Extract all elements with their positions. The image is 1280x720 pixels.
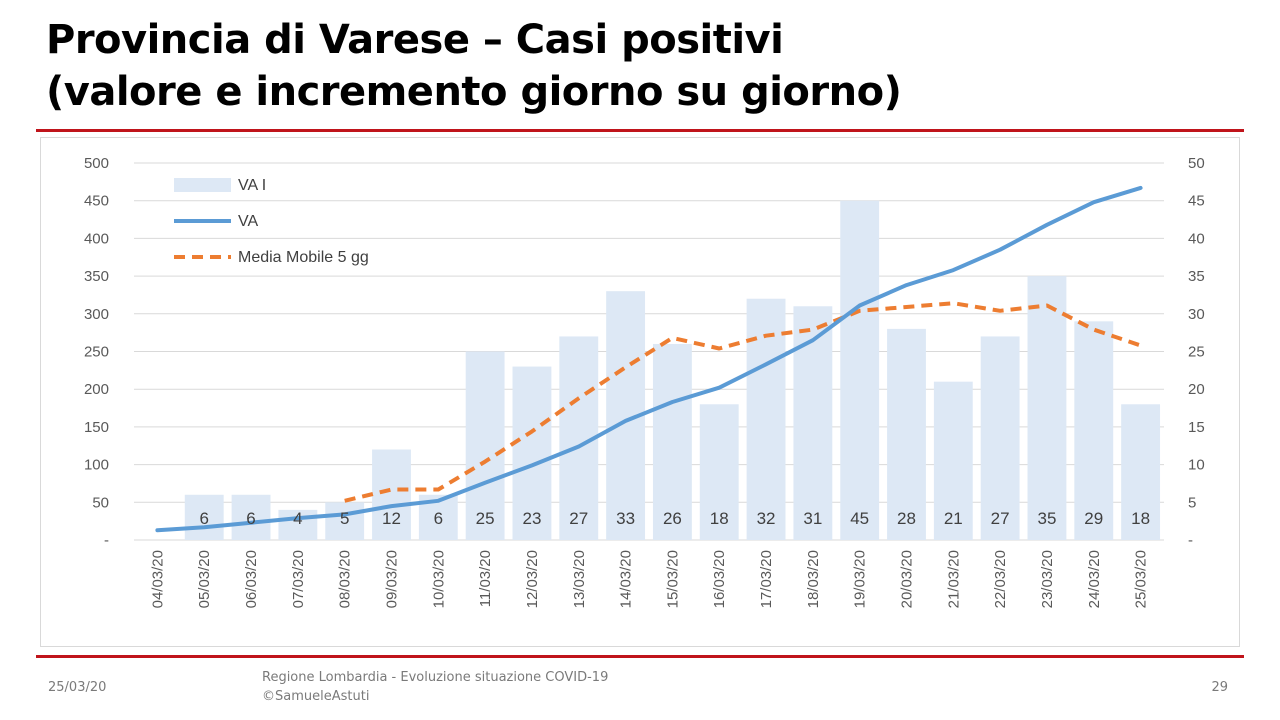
bar-data-label: 27 (991, 509, 1010, 528)
x-axis-tick-label: 17/03/20 (758, 550, 775, 608)
x-axis-tick-label: 23/03/20 (1039, 550, 1056, 608)
bar-data-label: 26 (663, 509, 682, 528)
left-axis-tick-label: - (104, 532, 109, 549)
x-axis-tick-label: 11/03/20 (477, 550, 494, 607)
x-axis-tick-label: 20/03/20 (899, 550, 916, 608)
right-axis-tick-label: 50 (1188, 155, 1205, 172)
bar (1121, 404, 1161, 540)
right-axis-tick-label: 30 (1188, 306, 1205, 323)
bar-data-label: 21 (944, 509, 963, 528)
footer-source: Regione Lombardia - Evoluzione situazion… (262, 668, 608, 706)
bar (652, 343, 692, 540)
slide-title-line-1: Provincia di Varese – Casi positivi (46, 17, 784, 63)
bar-data-label: 5 (340, 509, 349, 528)
bar-data-label: 18 (710, 509, 729, 528)
x-axis-tick-label: 24/03/20 (1086, 550, 1103, 608)
right-axis-tick-label: 45 (1188, 193, 1205, 210)
bar (1027, 276, 1067, 540)
bottom-divider (36, 655, 1244, 658)
bar-data-label: 6 (199, 509, 208, 528)
right-axis-tick-label: 35 (1188, 268, 1205, 285)
legend-label-va: VA (238, 213, 258, 230)
slide-title-line-2: (valore e incremento giorno su giorno) (46, 69, 902, 115)
slide-title: Provincia di Varese – Casi positivi (val… (46, 14, 902, 118)
bar-data-label: 32 (757, 509, 776, 528)
x-axis-tick-label: 18/03/20 (805, 550, 822, 608)
right-axis-tick-label: - (1188, 532, 1193, 549)
bar-data-label: 27 (569, 509, 588, 528)
bar-data-label: 33 (616, 509, 635, 528)
left-axis-tick-label: 400 (84, 230, 109, 247)
x-axis-tick-label: 05/03/20 (196, 550, 213, 608)
left-axis-tick-label: 200 (84, 381, 109, 398)
legend-label-bars: VA I (238, 177, 266, 194)
x-axis-tick-label: 06/03/20 (243, 550, 260, 608)
bar-data-label: 12 (382, 509, 401, 528)
chart-frame: -50 100 150 200 250 300 350 400 450 500-5 10 15 20 25… (40, 137, 1240, 647)
left-axis-tick-label: 50 (92, 494, 109, 511)
legend-label-moving-average: Media Mobile 5 gg (238, 249, 369, 266)
x-axis-tick-label: 19/03/20 (852, 550, 869, 608)
left-axis-tick-label: 300 (84, 306, 109, 323)
bar (325, 502, 365, 540)
left-axis-tick-label: 250 (84, 344, 109, 361)
x-axis-tick-label: 13/03/20 (571, 550, 588, 608)
bar (278, 509, 318, 540)
x-axis-tick-label: 07/03/20 (290, 550, 307, 608)
bar (699, 404, 739, 540)
bar-data-label: 31 (803, 509, 822, 528)
x-axis-tick-label: 15/03/20 (664, 550, 681, 608)
right-axis-tick-label: 5 (1188, 494, 1196, 511)
bar (372, 449, 411, 540)
footer-source-line-1: Regione Lombardia - Evoluzione situazion… (262, 670, 609, 685)
left-axis-tick-label: 150 (84, 419, 109, 436)
right-axis-tick-label: 10 (1188, 457, 1205, 474)
right-axis-tick-label: 40 (1188, 230, 1205, 247)
bar (840, 200, 880, 540)
bar-data-label: 6 (434, 509, 443, 528)
right-axis-tick-label: 25 (1188, 344, 1205, 361)
top-divider (36, 129, 1244, 132)
bar (465, 351, 505, 540)
page-number: 29 (1211, 680, 1228, 695)
left-axis-tick-label: 500 (84, 155, 109, 172)
bar (887, 328, 926, 540)
x-axis-tick-label: 14/03/20 (618, 550, 635, 608)
right-axis-tick-label: 15 (1188, 419, 1205, 436)
bar (231, 494, 271, 540)
x-axis-tick-label: 10/03/20 (430, 550, 447, 608)
moving-average-line (344, 301, 1142, 503)
bar (980, 336, 1020, 540)
bar-data-label: 25 (476, 509, 495, 528)
bar-data-label: 23 (522, 509, 541, 528)
bar-data-label: 18 (1131, 509, 1150, 528)
chart: -50100150200250300350400450500-510152025… (84, 155, 1205, 608)
footer-date: 25/03/20 (48, 680, 107, 695)
bar (184, 494, 224, 540)
va-line (155, 185, 1143, 533)
x-axis-tick-label: 25/03/20 (1133, 550, 1150, 608)
bar-data-label: 4 (293, 509, 302, 528)
bar (512, 366, 552, 540)
left-axis-tick-label: 450 (84, 193, 109, 210)
bar-data-label: 45 (850, 509, 869, 528)
left-axis-tick-label: 100 (84, 457, 109, 474)
footer-source-line-2: ©SamueleAstuti (262, 689, 370, 704)
x-axis-tick-label: 09/03/20 (384, 550, 401, 608)
bar-data-label: 29 (1084, 509, 1103, 528)
x-axis-tick-label: 22/03/20 (992, 550, 1009, 608)
legend-swatch-bars (174, 178, 231, 192)
left-axis-tick-label: 350 (84, 268, 109, 285)
x-axis-tick-label: 16/03/20 (711, 550, 728, 608)
bar (1074, 321, 1114, 540)
x-axis-tick-label: 21/03/20 (945, 550, 962, 608)
bar-data-label: 28 (897, 509, 916, 528)
bar-data-label: 35 (1037, 509, 1056, 528)
right-axis-tick-label: 20 (1188, 381, 1205, 398)
bar (933, 381, 973, 540)
bar-data-label: 6 (246, 509, 255, 528)
x-axis-tick-label: 04/03/20 (149, 550, 166, 608)
x-axis-tick-label: 08/03/20 (337, 550, 354, 608)
x-axis-tick-label: 12/03/20 (524, 550, 541, 608)
